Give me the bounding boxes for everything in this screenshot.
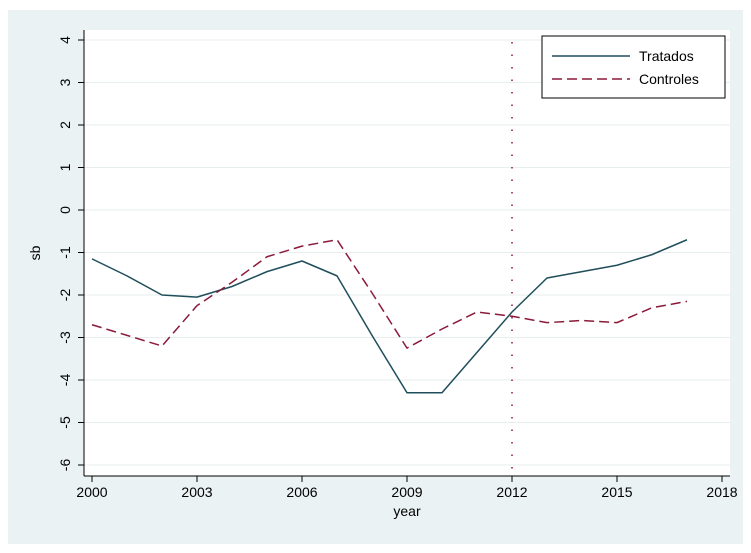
x-axis-ticks: 2000 2003 2006 2009 2012 2015 2018 [76,476,738,500]
y-tick-label: 3 [57,78,73,86]
y-tick-label: -5 [57,416,73,429]
y-axis-label: sb [27,245,43,260]
y-tick-label: 0 [57,206,73,214]
y-tick-label: -2 [57,289,73,302]
x-axis-label: year [393,503,421,519]
y-tick-label: -4 [57,374,73,387]
legend-label: Tratados [639,48,694,64]
series-line [91,239,688,349]
y-tick-label: -6 [57,459,73,472]
y-axis-ticks: 4 3 2 1 0 -1 -2 -3 -4 -5 -6 [57,36,84,471]
x-tick-label: 2015 [601,484,632,500]
gridlines [84,39,730,466]
y-tick-label: -3 [57,331,73,344]
series-lines [91,239,688,394]
y-tick-label: 1 [57,163,73,171]
legend: Tratados Controles [541,35,726,99]
x-tick-label: 2012 [496,484,527,500]
x-tick-label: 2003 [181,484,212,500]
legend-box [541,35,726,99]
y-tick-label: 4 [57,36,73,44]
legend-label: Controles [639,71,699,87]
y-tick-label: 2 [57,121,73,129]
x-tick-label: 2006 [286,484,317,500]
x-tick-label: 2009 [391,484,422,500]
y-tick-label: -1 [57,246,73,259]
x-tick-label: 2000 [76,484,107,500]
x-tick-label: 2018 [706,484,737,500]
series-line [91,239,688,394]
